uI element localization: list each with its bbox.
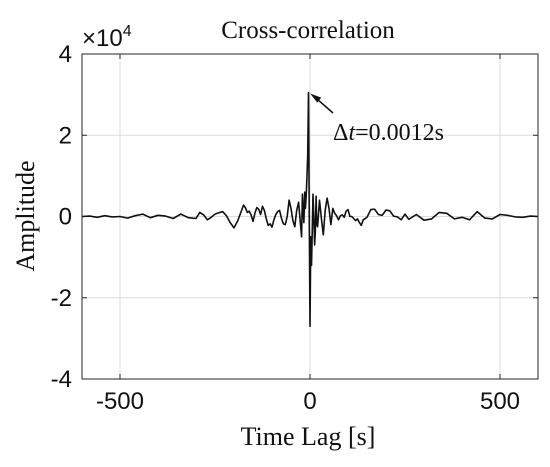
y-tick-label: -2 bbox=[51, 285, 72, 312]
x-axis-label: Time Lag [s] bbox=[241, 422, 376, 451]
y-scale-base: ×10 bbox=[82, 25, 123, 52]
y-tick-label: -4 bbox=[51, 366, 72, 393]
annotation-variable: t bbox=[348, 120, 356, 146]
y-tick-label: 4 bbox=[59, 41, 72, 68]
x-tick-label: 500 bbox=[480, 388, 520, 415]
y-scale-exponent: 4 bbox=[123, 23, 132, 40]
x-tick-label: 0 bbox=[303, 388, 316, 415]
y-tick-label: 0 bbox=[59, 204, 72, 231]
x-tick-label: -500 bbox=[96, 388, 144, 415]
annotation-arrow-head bbox=[310, 93, 322, 103]
annotation-delta-symbol: Δ bbox=[333, 120, 348, 146]
annotation-value: =0.0012s bbox=[355, 120, 444, 146]
annotation: Δt=0.0012s bbox=[310, 93, 444, 146]
y-tick-label: 2 bbox=[59, 122, 72, 149]
axis-ticks: -500 0 500 -4 -2 0 2 4 bbox=[51, 41, 538, 415]
chart-title: Cross-correlation bbox=[221, 17, 395, 44]
cross-correlation-series-line bbox=[81, 91, 539, 328]
y-scale-multiplier: ×104 bbox=[82, 23, 132, 52]
series-layer bbox=[81, 91, 539, 328]
annotation-delta-t: Δt=0.0012s bbox=[333, 120, 444, 146]
y-axis-label: Amplitude bbox=[11, 160, 40, 271]
